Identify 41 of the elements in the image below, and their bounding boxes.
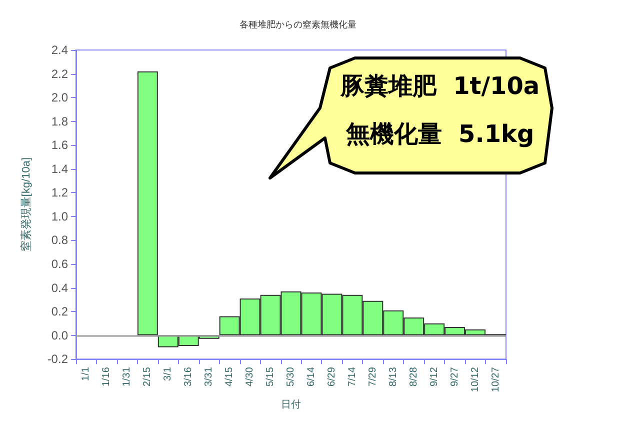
y-tick-label: -0.2: [47, 352, 68, 366]
x-tick-label: 8/13: [388, 366, 399, 387]
y-tick-label: 0.0: [51, 328, 68, 342]
x-tick-label: 5/15: [265, 366, 276, 387]
x-tick-label: 3/31: [204, 366, 215, 387]
y-tick-label: 0.2: [51, 304, 68, 319]
y-tick-label: 2.2: [51, 66, 68, 81]
y-tick-label: 1.0: [51, 209, 68, 224]
x-tick-label: 9/27: [449, 366, 460, 387]
bar: [137, 71, 158, 336]
chart-title: 各種堆肥からの窒素無機化量: [240, 20, 356, 30]
annotation: 豚糞堆肥 1t/10a: [339, 71, 541, 102]
x-tick-label: 1/16: [101, 366, 112, 387]
x-tick-label: 1/1: [80, 366, 92, 381]
y-tick-label: 0.8: [51, 233, 68, 248]
x-tick-label: 1/31: [122, 366, 133, 387]
y-tick-label: 1.6: [51, 138, 68, 152]
y-tick-label: 2.0: [51, 90, 68, 105]
x-tick-label: 10/27: [490, 366, 502, 392]
x-tick-label: 3/16: [183, 366, 194, 387]
x-tick-label: 7/29: [367, 366, 378, 387]
y-tick-label: 1.4: [51, 162, 68, 176]
y-tick-label: 0.6: [51, 256, 68, 271]
y-tick-label: 1.8: [51, 114, 68, 128]
y-axis-title: 窒素発現量[kg/10a]: [20, 157, 32, 252]
x-tick-label: 4/15: [224, 366, 236, 387]
x-tick-label: 2/15: [142, 366, 154, 387]
x-tick-label: 6/14: [306, 366, 317, 387]
x-tick-label: 4/30: [244, 366, 256, 387]
y-tick-label: 0.4: [51, 280, 68, 295]
x-axis-title: 日付: [281, 400, 301, 410]
x-tick-label: 8/28: [408, 366, 420, 387]
x-tick-label: 6/29: [326, 366, 338, 387]
x-tick-label: 5/30: [286, 366, 296, 387]
x-tick-label: 7/14: [346, 366, 358, 387]
y-tick-label: 1.2: [51, 186, 68, 200]
y-tick-label: 2.4: [51, 43, 68, 57]
annotation: 無機化量 5.1kg: [344, 119, 536, 150]
x-tick-label: 3/1: [162, 366, 174, 381]
x-tick-label: 10/12: [470, 366, 481, 392]
x-tick-label: 9/12: [428, 366, 440, 387]
